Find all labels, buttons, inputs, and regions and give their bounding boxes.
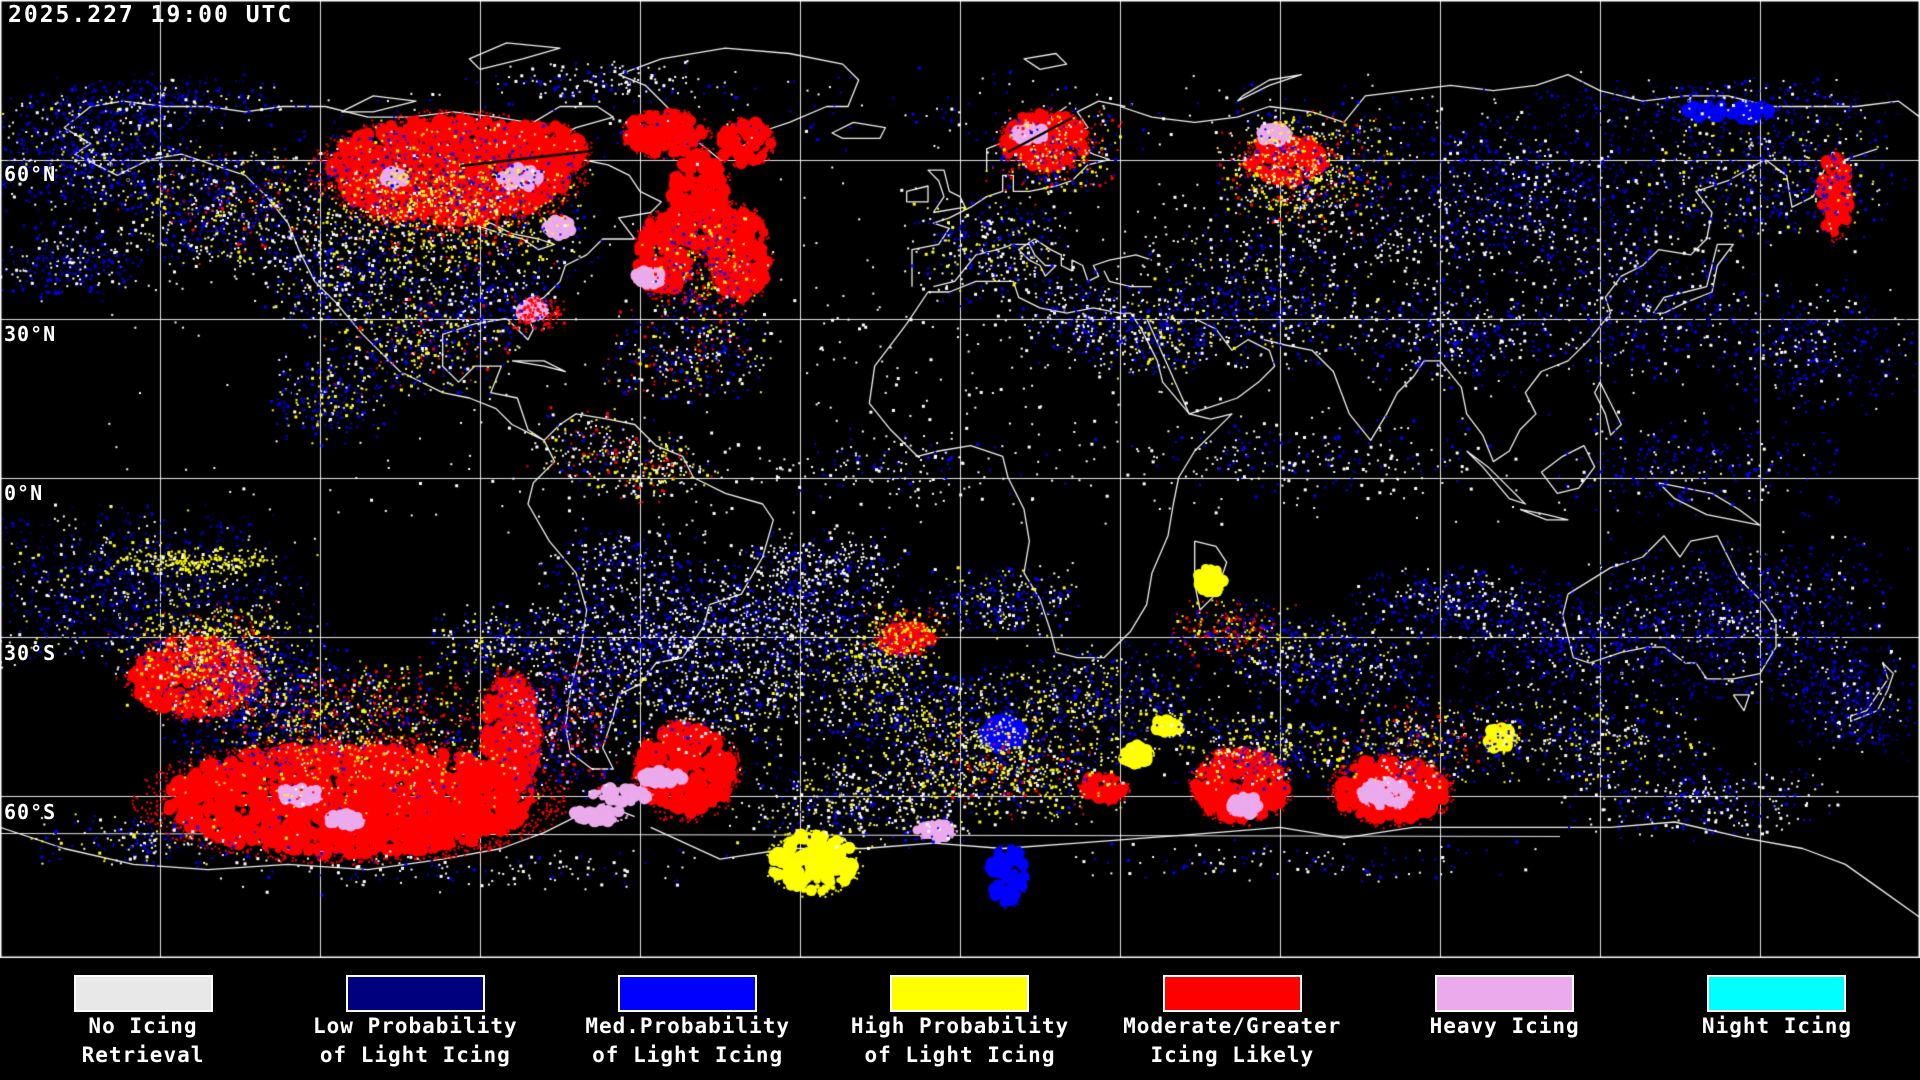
timestamp: 2025.227 19:00 UTC xyxy=(8,2,294,28)
lat-label-0n: 0°N xyxy=(4,481,44,505)
night-icing-swatch xyxy=(1707,975,1847,1012)
legend: No Icing Retrieval Low Probability of Li… xyxy=(0,960,1920,1080)
legend-label: Low Probability xyxy=(313,1014,518,1038)
legend-item-high-prob-light-icing: High Probability of Light Icing xyxy=(835,960,1085,1080)
legend-item-med-prob-light-icing: Med.Probability of Light Icing xyxy=(563,960,813,1080)
med-prob-swatch xyxy=(618,975,758,1012)
high-prob-swatch xyxy=(890,975,1030,1012)
legend-item-moderate-greater-icing: Moderate/Greater Icing Likely xyxy=(1107,960,1357,1080)
legend-item-low-prob-light-icing: Low Probability of Light Icing xyxy=(290,960,540,1080)
icing-map-canvas xyxy=(0,0,1920,960)
legend-label: Med.Probability xyxy=(585,1014,790,1038)
world-icing-map: 2025.227 19:00 UTC 60°N 30°N 0°N 30°S 60… xyxy=(0,0,1920,960)
legend-item-no-icing-retrieval: No Icing Retrieval xyxy=(18,960,268,1080)
legend-label: of Light Icing xyxy=(592,1043,784,1067)
legend-label: of Light Icing xyxy=(319,1043,511,1067)
legend-item-heavy-icing: Heavy Icing xyxy=(1380,960,1630,1080)
legend-label: Night Icing xyxy=(1701,1014,1852,1038)
heavy-icing-swatch xyxy=(1435,975,1575,1012)
lat-label-60s: 60°S xyxy=(4,800,57,824)
legend-label: Icing Likely xyxy=(1150,1043,1315,1067)
low-prob-swatch xyxy=(345,975,485,1012)
legend-label: Retrieval xyxy=(81,1043,205,1067)
legend-label: No Icing xyxy=(88,1014,198,1038)
legend-label: of Light Icing xyxy=(864,1043,1056,1067)
lat-label-30s: 30°S xyxy=(4,641,57,665)
legend-label: Heavy Icing xyxy=(1429,1014,1580,1038)
lat-label-30n: 30°N xyxy=(4,322,57,346)
lat-label-60n: 60°N xyxy=(4,162,57,186)
legend-item-night-icing: Night Icing xyxy=(1652,960,1902,1080)
no-icing-swatch xyxy=(73,975,213,1012)
legend-label: Moderate/Greater xyxy=(1123,1014,1342,1038)
legend-label: High Probability xyxy=(850,1014,1070,1038)
moderate-greater-swatch xyxy=(1162,975,1302,1012)
